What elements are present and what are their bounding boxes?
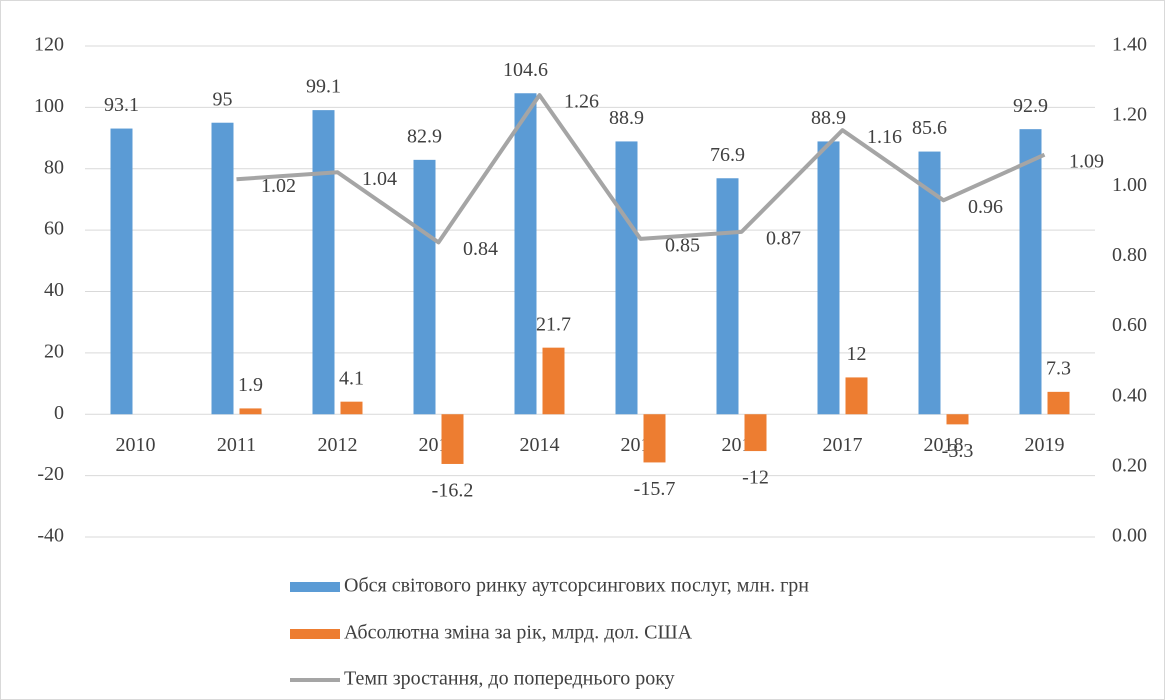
line-label: 1.26	[564, 91, 599, 113]
y2-tick-label: 1.00	[1112, 174, 1147, 196]
y-tick-label: -40	[37, 525, 64, 547]
line-label: 0.85	[665, 234, 700, 256]
line-label: 1.09	[1069, 150, 1104, 172]
y-tick-label: 100	[34, 95, 64, 117]
line-label: 0.96	[968, 196, 1003, 218]
x-tick-label: 2012	[318, 434, 358, 456]
bar	[1047, 391, 1070, 415]
bar	[239, 408, 262, 415]
data-label: 1.9	[238, 374, 263, 396]
data-label: 99.1	[306, 76, 341, 98]
bar	[615, 141, 638, 415]
legend-label: Темп зростання, до попереднього року	[344, 668, 675, 690]
y2-tick-label: 0.40	[1112, 384, 1147, 406]
bar	[441, 414, 464, 464]
data-label: 7.3	[1046, 357, 1071, 379]
y-tick-label: 0	[54, 402, 64, 424]
data-label: -3.3	[942, 440, 974, 462]
bar	[312, 110, 335, 415]
x-tick-label: 2017	[823, 434, 863, 456]
bar	[211, 122, 234, 415]
y2-tick-label: 0.60	[1112, 314, 1147, 336]
line-label: 0.84	[463, 238, 498, 260]
bar	[1019, 129, 1042, 415]
x-tick-label: 2014	[520, 434, 560, 456]
bar	[946, 414, 969, 425]
data-label: 21.7	[536, 313, 571, 335]
legend-label: Обся світового ринку аутсорсингових посл…	[344, 575, 809, 597]
y2-tick-label: 1.40	[1112, 34, 1147, 56]
y2-tick-label: 0.00	[1112, 525, 1147, 547]
line-label: 0.87	[766, 227, 801, 249]
data-label: 92.9	[1013, 95, 1048, 117]
x-tick-label: 2018	[924, 434, 964, 456]
bar	[643, 414, 666, 463]
bar	[918, 151, 941, 415]
bar	[514, 93, 537, 415]
data-label: 93.1	[104, 94, 139, 116]
y-tick-label: 60	[44, 218, 64, 240]
y2-tick-label: 0.80	[1112, 244, 1147, 266]
data-label: -16.2	[432, 480, 474, 502]
legend-label: Абсолютна зміна за рік, млрд. дол. США	[344, 622, 693, 644]
y2-tick-label: 0.20	[1112, 454, 1147, 476]
bar	[542, 347, 565, 415]
y-tick-label: -20	[37, 463, 64, 485]
data-label: 88.9	[609, 107, 644, 129]
bar	[817, 141, 840, 415]
y-tick-label: 40	[44, 279, 64, 301]
bar	[845, 377, 868, 415]
legend-swatch	[290, 582, 340, 592]
line-series	[236, 93, 1046, 245]
data-label: 104.6	[503, 59, 548, 81]
data-label: 12	[847, 343, 867, 365]
x-tick-label: 2010	[116, 434, 156, 456]
y-tick-label: 20	[44, 340, 64, 362]
line-label: 1.16	[867, 126, 902, 148]
bar	[744, 414, 767, 452]
x-tick-label: 2011	[217, 434, 256, 456]
data-label: 82.9	[407, 125, 442, 147]
bar	[716, 178, 739, 415]
data-label: -12	[742, 467, 769, 489]
data-label: 88.9	[811, 107, 846, 129]
bar	[340, 401, 363, 415]
y-tick-label: 80	[44, 156, 64, 178]
data-label: -15.7	[634, 478, 676, 500]
line-label: 1.04	[362, 168, 397, 190]
data-label: 95	[213, 88, 233, 110]
line-label: 1.02	[261, 175, 296, 197]
x-tick-label: 2019	[1025, 434, 1065, 456]
data-label: 76.9	[710, 144, 745, 166]
bar	[413, 159, 436, 415]
y-tick-label: 120	[34, 34, 64, 56]
data-label: 85.6	[912, 117, 947, 139]
bar	[110, 128, 133, 415]
legend-swatch	[290, 629, 340, 639]
y2-tick-label: 1.20	[1112, 104, 1147, 126]
data-label: 4.1	[339, 367, 364, 389]
